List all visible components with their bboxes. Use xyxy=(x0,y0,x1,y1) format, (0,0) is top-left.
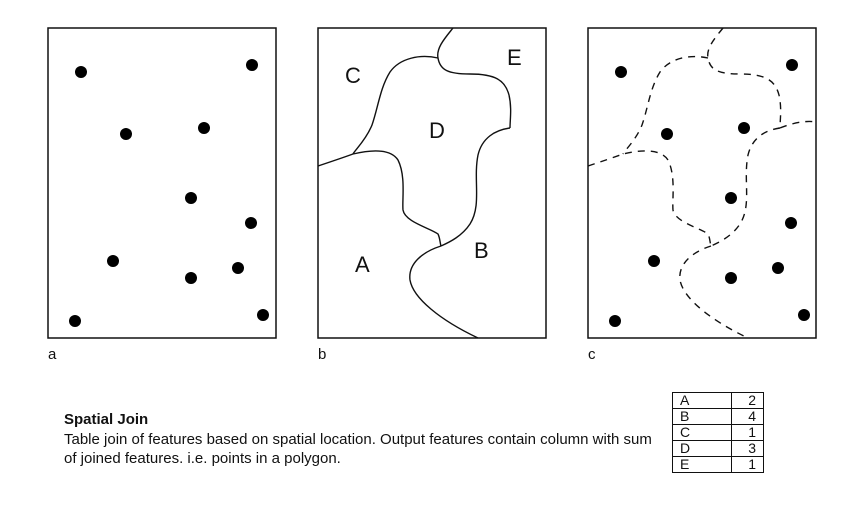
point xyxy=(725,192,737,204)
dashed-boundary xyxy=(622,55,709,155)
table-cell-value: 1 xyxy=(731,424,764,441)
point xyxy=(725,272,737,284)
table-cell-key: A xyxy=(672,392,732,409)
point xyxy=(245,217,257,229)
caption-text: Table join of features based on spatial … xyxy=(64,431,652,467)
point xyxy=(661,128,673,140)
point xyxy=(75,66,87,78)
panel-b-frame xyxy=(317,27,547,339)
table-row: D 3 xyxy=(672,440,764,457)
point xyxy=(772,262,784,274)
table-cell-key: B xyxy=(672,408,732,425)
table-cell-value: 4 xyxy=(731,408,764,425)
point xyxy=(738,122,750,134)
point xyxy=(198,122,210,134)
point xyxy=(648,255,660,267)
point xyxy=(785,217,797,229)
region-label-a: A xyxy=(355,252,370,277)
table-cell-value: 1 xyxy=(731,456,764,473)
point xyxy=(609,315,621,327)
table-cell-key: C xyxy=(672,424,732,441)
polygon-boundary xyxy=(317,150,442,247)
point xyxy=(107,255,119,267)
panel-c-frame xyxy=(587,27,817,339)
point xyxy=(615,66,627,78)
point xyxy=(185,192,197,204)
panel-c-overlay xyxy=(587,27,817,339)
region-label-b: B xyxy=(474,238,489,263)
panel-a-frame xyxy=(47,27,277,339)
dashed-boundary xyxy=(679,245,749,339)
panel-b-polygons: C E D A B xyxy=(317,27,547,339)
polygon-boundary xyxy=(437,27,512,129)
table-cell-key: D xyxy=(672,440,732,457)
region-label-c: C xyxy=(345,63,361,88)
dashed-boundary xyxy=(710,127,781,247)
panel-label-a: a xyxy=(48,346,57,363)
table-cell-value: 2 xyxy=(731,392,764,409)
table-row: C 1 xyxy=(672,424,764,441)
dashed-boundary xyxy=(707,27,817,130)
table-cell-value: 3 xyxy=(731,440,764,457)
join-result-table: A 2 B 4 C 1 D 3 E 1 xyxy=(672,392,764,473)
polygon-boundary xyxy=(440,127,511,247)
table-cell-key: E xyxy=(672,456,732,473)
panel-label-c: c xyxy=(588,346,596,363)
region-label-e: E xyxy=(507,45,522,70)
point xyxy=(69,315,81,327)
dashed-boundary xyxy=(587,150,712,247)
caption: Spatial Join Table join of features base… xyxy=(64,410,664,468)
region-label-d: D xyxy=(429,118,445,143)
point xyxy=(798,309,810,321)
panel-label-b: b xyxy=(318,346,327,363)
point xyxy=(232,262,244,274)
polygon-boundary xyxy=(409,245,479,339)
caption-title: Spatial Join xyxy=(64,411,149,428)
table-row: B 4 xyxy=(672,408,764,425)
point xyxy=(120,128,132,140)
point xyxy=(257,309,269,321)
table-row: E 1 xyxy=(672,456,764,473)
panel-a-points xyxy=(47,27,277,339)
point xyxy=(185,272,197,284)
point xyxy=(786,59,798,71)
point xyxy=(246,59,258,71)
table-row: A 2 xyxy=(672,392,764,409)
polygon-boundary xyxy=(352,55,439,155)
